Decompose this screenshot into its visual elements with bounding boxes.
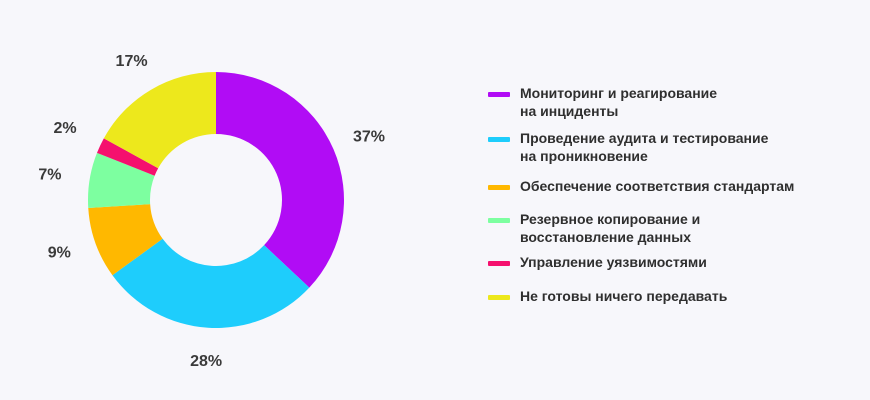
slice-percent-label: 37% — [353, 128, 385, 145]
legend-label: Обеспечение соответствия стандартам — [520, 178, 795, 194]
legend-swatch — [488, 295, 510, 300]
slice-percent-label: 2% — [53, 120, 76, 137]
legend-label: Мониторинг и реагирование на инциденты — [520, 85, 718, 119]
slice-percent-label: 9% — [48, 245, 71, 262]
legend-swatch — [488, 218, 510, 223]
donut-percent-labels: 37% 28% 9% 7% 2% 17% — [38, 53, 385, 370]
slice-percent-label: 28% — [190, 353, 222, 370]
chart-legend: Мониторинг и реагирование на инциденты П… — [488, 0, 858, 400]
legend-swatch — [488, 185, 510, 190]
legend-label: Управление уязвимостями — [520, 254, 707, 270]
donut-chart: 37% 28% 9% 7% 2% 17% — [38, 53, 385, 370]
legend-swatch — [488, 261, 510, 266]
donut-slice — [112, 238, 310, 328]
legend-label: Не готовы ничего передавать — [520, 288, 728, 304]
legend-swatch — [488, 92, 510, 97]
donut-slice — [216, 72, 344, 288]
donut-slice — [103, 72, 216, 169]
slice-percent-label: 7% — [38, 167, 61, 184]
donut-slice — [88, 204, 163, 276]
legend-swatch — [488, 137, 510, 142]
legend-label: Проведение аудита и тестирование на прон… — [520, 130, 769, 164]
donut-slice — [96, 138, 159, 176]
donut-slices — [88, 72, 344, 328]
legend-label: Резервное копирование и восстановление д… — [520, 211, 701, 245]
donut-slice — [88, 152, 155, 209]
slice-percent-label: 17% — [116, 53, 148, 70]
